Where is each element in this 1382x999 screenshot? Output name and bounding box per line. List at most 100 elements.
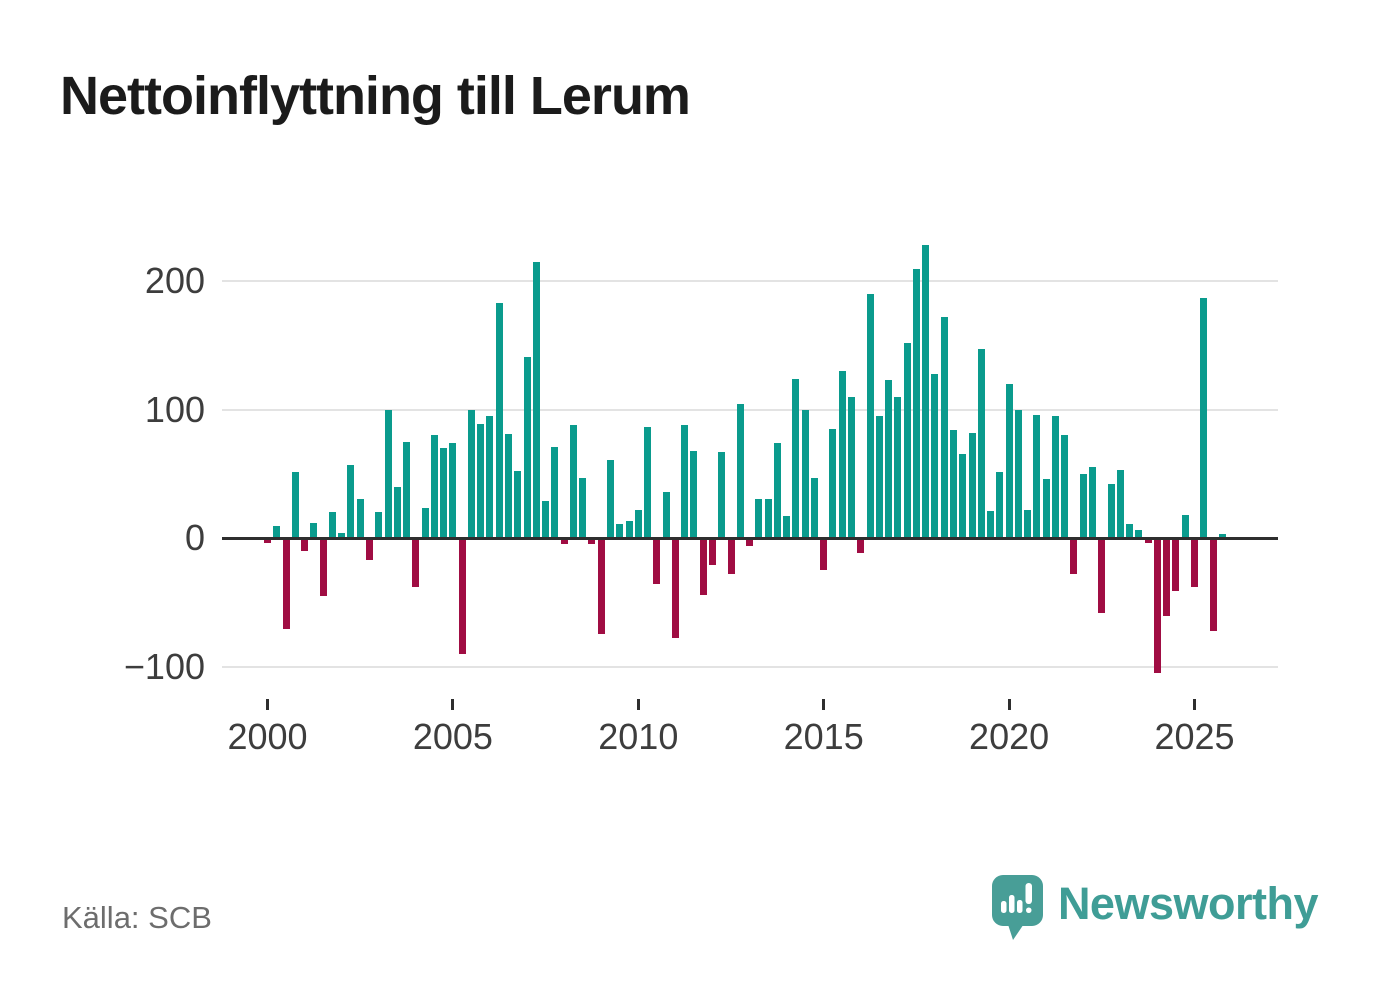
bar-2006Q4	[514, 471, 522, 538]
bar-2021Q2	[1051, 415, 1059, 538]
bar-2001Q4	[328, 512, 336, 538]
bar-2010Q4	[662, 491, 670, 538]
bar-2022Q2	[1089, 467, 1097, 538]
bar-2002Q2	[347, 464, 355, 538]
bar-2005Q1	[449, 442, 457, 538]
bar-2020Q3	[1024, 509, 1032, 538]
bar-2008Q1	[560, 538, 568, 545]
bar-2007Q2	[532, 261, 540, 538]
bar-2003Q3	[393, 486, 401, 538]
bar-2006Q3	[505, 433, 513, 538]
x-axis-label-2025: 2025	[1154, 716, 1235, 757]
x-tick-2000	[266, 699, 269, 710]
bar-2002Q4	[365, 538, 373, 560]
bar-2005Q3	[467, 409, 475, 538]
bar-2022Q1	[1079, 473, 1087, 538]
bar-2011Q1	[671, 538, 679, 639]
bar-2001Q3	[319, 538, 327, 596]
bar-2019Q2	[977, 349, 985, 538]
bar-2024Q1	[1153, 538, 1161, 673]
bar-2007Q1	[523, 356, 531, 538]
bar-2015Q4	[848, 396, 855, 538]
bar-2000Q4	[291, 472, 299, 538]
bar-2023Q3	[1135, 530, 1143, 538]
bar-2013Q4	[773, 442, 781, 538]
bar-2010Q2	[644, 427, 652, 538]
bar-2020Q2	[1014, 409, 1022, 538]
bar-2014Q2	[792, 378, 800, 538]
bar-2003Q1	[375, 512, 383, 538]
bar-2020Q4	[1033, 414, 1041, 538]
bar-2012Q3	[727, 538, 735, 574]
bar-2008Q3	[579, 477, 587, 538]
zero-axis-line	[222, 536, 1278, 540]
bar-2004Q3	[430, 435, 438, 538]
x-tick-2025	[1193, 699, 1196, 710]
bar-2013Q2	[755, 499, 763, 538]
bar-2009Q3	[616, 523, 624, 538]
bar-2011Q2	[681, 424, 689, 538]
bar-2019Q4	[996, 472, 1004, 538]
y-axis-label--100: −100	[123, 645, 205, 687]
bar-2017Q1	[894, 396, 902, 538]
bar-2000Q3	[282, 538, 290, 630]
bar-2018Q2	[940, 316, 948, 538]
x-tick-2015	[822, 699, 826, 710]
bar-2007Q3	[542, 500, 550, 538]
x-tick-2005	[451, 699, 455, 710]
bar-2019Q1	[968, 432, 976, 538]
bar-2024Q4	[1181, 514, 1189, 538]
bar-2005Q2	[458, 538, 466, 654]
bar-2014Q3	[801, 409, 809, 538]
bar-2021Q1	[1042, 478, 1050, 538]
bar-2006Q2	[495, 302, 503, 538]
bar-2001Q2	[310, 522, 318, 538]
bar-2012Q2	[718, 451, 726, 538]
bar-2015Q1	[820, 538, 828, 571]
bar-2012Q4	[736, 404, 744, 538]
gridline-200	[222, 280, 1278, 282]
x-axis-label-2020: 2020	[969, 716, 1050, 757]
source-label: Källa: SCB	[62, 900, 212, 935]
bar-2021Q4	[1070, 538, 1078, 574]
bar-2009Q4	[625, 521, 633, 538]
bar-2019Q3	[987, 511, 995, 538]
bar-2018Q1	[931, 373, 939, 538]
bar-2023Q1	[1116, 469, 1124, 538]
bar-2018Q3	[949, 430, 957, 538]
newsworthy-logo-icon	[991, 875, 1043, 940]
bar-2009Q1	[597, 538, 605, 635]
bar-2011Q4	[699, 538, 707, 595]
chart-title: Nettoinflyttning till Lerum	[60, 66, 691, 126]
bar-2010Q3	[653, 538, 661, 585]
x-axis-label-2010: 2010	[598, 716, 679, 757]
x-tick-2010	[636, 699, 640, 710]
bar-2022Q3	[1098, 538, 1106, 613]
bar-2013Q1	[746, 538, 754, 546]
bar-2016Q4	[885, 379, 893, 538]
bar-2009Q2	[606, 459, 614, 538]
bar-2007Q4	[551, 446, 559, 538]
bar-2023Q4	[1144, 538, 1152, 544]
bar-2018Q4	[959, 454, 967, 538]
bar-2008Q2	[569, 424, 577, 538]
bar-2004Q1	[412, 538, 420, 587]
gridline-100	[222, 408, 1278, 411]
bar-2016Q2	[866, 293, 874, 538]
newsworthy-logo: Newsworthy	[991, 874, 1319, 944]
bar-2003Q4	[403, 441, 411, 538]
bar-2022Q4	[1107, 484, 1115, 538]
bar-2002Q3	[356, 499, 364, 538]
bar-2016Q1	[857, 538, 865, 554]
bar-2017Q3	[912, 269, 920, 538]
bar-2015Q3	[838, 370, 846, 538]
bar-2013Q3	[764, 499, 772, 538]
y-axis-label-100: 100	[144, 388, 205, 430]
bar-2012Q1	[708, 538, 716, 565]
bar-2004Q4	[440, 448, 448, 538]
x-axis-label-2000: 2000	[227, 716, 308, 757]
bar-2021Q3	[1061, 435, 1069, 538]
bar-2016Q3	[875, 415, 883, 538]
